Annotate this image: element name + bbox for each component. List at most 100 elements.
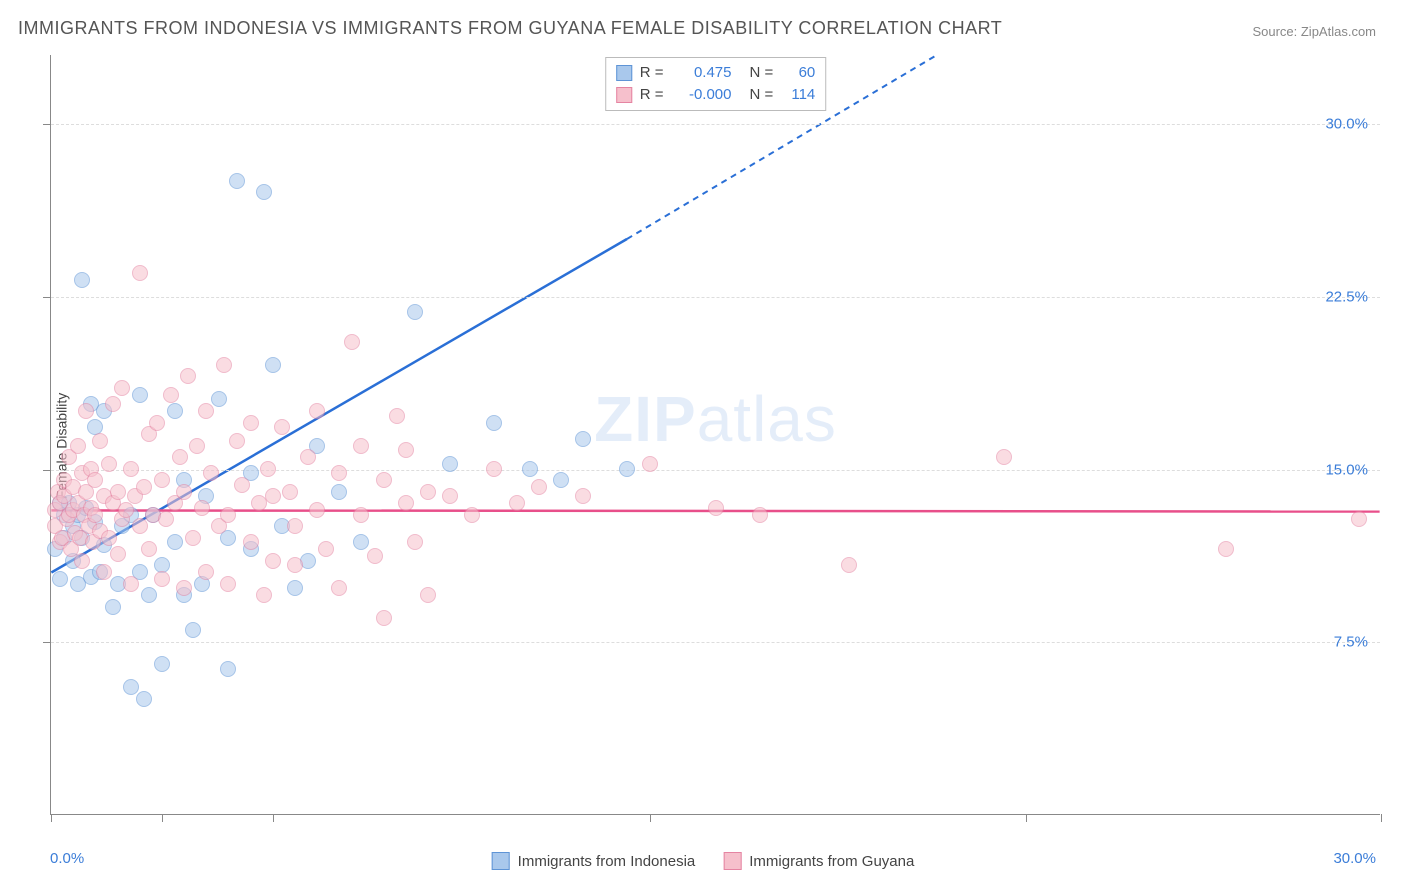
y-tick-label: 30.0%	[1325, 116, 1368, 133]
n-value: 60	[781, 62, 815, 84]
data-point-guyana	[110, 484, 126, 500]
data-point-guyana	[398, 442, 414, 458]
data-point-guyana	[996, 449, 1012, 465]
data-point-guyana	[265, 553, 281, 569]
y-tick-mark	[43, 642, 51, 643]
y-tick-label: 22.5%	[1325, 288, 1368, 305]
r-value: -0.000	[672, 84, 732, 106]
data-point-guyana	[367, 548, 383, 564]
data-point-indonesia	[132, 387, 148, 403]
data-point-guyana	[74, 553, 90, 569]
data-point-indonesia	[256, 184, 272, 200]
data-point-guyana	[123, 461, 139, 477]
n-value: 114	[781, 84, 815, 106]
data-point-guyana	[287, 518, 303, 534]
data-point-indonesia	[553, 472, 569, 488]
data-point-guyana	[154, 472, 170, 488]
data-point-indonesia	[136, 691, 152, 707]
data-point-guyana	[509, 495, 525, 511]
source-label: Source: ZipAtlas.com	[1252, 24, 1376, 39]
data-point-guyana	[154, 571, 170, 587]
data-point-guyana	[256, 587, 272, 603]
swatch-guyana	[616, 87, 632, 103]
data-point-guyana	[353, 438, 369, 454]
data-point-indonesia	[353, 534, 369, 550]
x-tick-mark	[162, 814, 163, 822]
stats-row-guyana: R =-0.000N =114	[616, 84, 816, 106]
bottom-legend: Immigrants from Indonesia Immigrants from…	[492, 852, 915, 870]
data-point-guyana	[78, 403, 94, 419]
data-point-guyana	[185, 530, 201, 546]
grid-line	[51, 642, 1380, 643]
data-point-guyana	[344, 334, 360, 350]
data-point-guyana	[353, 507, 369, 523]
data-point-indonesia	[220, 661, 236, 677]
grid-line	[51, 297, 1380, 298]
data-point-guyana	[234, 477, 250, 493]
data-point-guyana	[398, 495, 414, 511]
data-point-guyana	[287, 557, 303, 573]
data-point-guyana	[163, 387, 179, 403]
data-point-guyana	[243, 534, 259, 550]
data-point-indonesia	[229, 173, 245, 189]
data-point-guyana	[203, 465, 219, 481]
data-point-guyana	[101, 456, 117, 472]
data-point-guyana	[149, 415, 165, 431]
data-point-guyana	[486, 461, 502, 477]
data-point-guyana	[110, 546, 126, 562]
stats-row-indonesia: R =0.475N =60	[616, 62, 816, 84]
data-point-guyana	[420, 587, 436, 603]
data-point-indonesia	[486, 415, 502, 431]
data-point-guyana	[92, 433, 108, 449]
data-point-guyana	[420, 484, 436, 500]
data-point-guyana	[331, 580, 347, 596]
data-point-indonesia	[123, 679, 139, 695]
data-point-indonesia	[331, 484, 347, 500]
data-point-guyana	[87, 472, 103, 488]
data-point-guyana	[220, 507, 236, 523]
x-tick-mark	[650, 814, 651, 822]
data-point-guyana	[229, 433, 245, 449]
trend-lines-layer	[51, 55, 1380, 814]
grid-line	[51, 124, 1380, 125]
data-point-indonesia	[575, 431, 591, 447]
x-axis-max-label: 30.0%	[1333, 850, 1376, 867]
data-point-guyana	[189, 438, 205, 454]
n-label: N =	[750, 84, 774, 106]
y-tick-mark	[43, 297, 51, 298]
data-point-guyana	[96, 564, 112, 580]
data-point-indonesia	[265, 357, 281, 373]
data-point-guyana	[274, 419, 290, 435]
data-point-guyana	[132, 265, 148, 281]
data-point-guyana	[136, 479, 152, 495]
data-point-guyana	[114, 380, 130, 396]
x-axis-min-label: 0.0%	[50, 850, 84, 867]
stats-legend-box: R =0.475N =60R =-0.000N =114	[605, 57, 827, 111]
r-value: 0.475	[672, 62, 732, 84]
data-point-indonesia	[167, 403, 183, 419]
data-point-guyana	[172, 449, 188, 465]
data-point-guyana	[194, 500, 210, 516]
data-point-guyana	[1218, 541, 1234, 557]
chart-title: IMMIGRANTS FROM INDONESIA VS IMMIGRANTS …	[18, 18, 1002, 39]
n-label: N =	[750, 62, 774, 84]
data-point-guyana	[141, 541, 157, 557]
legend-label: Immigrants from Indonesia	[518, 853, 696, 870]
plot-area: ZIPatlas R =0.475N =60R =-0.000N =114 7.…	[50, 55, 1380, 815]
legend-item-guyana: Immigrants from Guyana	[723, 852, 914, 870]
data-point-guyana	[376, 610, 392, 626]
data-point-guyana	[1351, 511, 1367, 527]
data-point-guyana	[118, 502, 134, 518]
data-point-guyana	[575, 488, 591, 504]
data-point-guyana	[309, 403, 325, 419]
x-tick-mark	[1026, 814, 1027, 822]
data-point-indonesia	[52, 571, 68, 587]
legend-item-indonesia: Immigrants from Indonesia	[492, 852, 696, 870]
data-point-guyana	[260, 461, 276, 477]
x-tick-mark	[1381, 814, 1382, 822]
data-point-indonesia	[167, 534, 183, 550]
y-tick-label: 15.0%	[1325, 461, 1368, 478]
data-point-indonesia	[442, 456, 458, 472]
data-point-guyana	[407, 534, 423, 550]
data-point-indonesia	[105, 599, 121, 615]
